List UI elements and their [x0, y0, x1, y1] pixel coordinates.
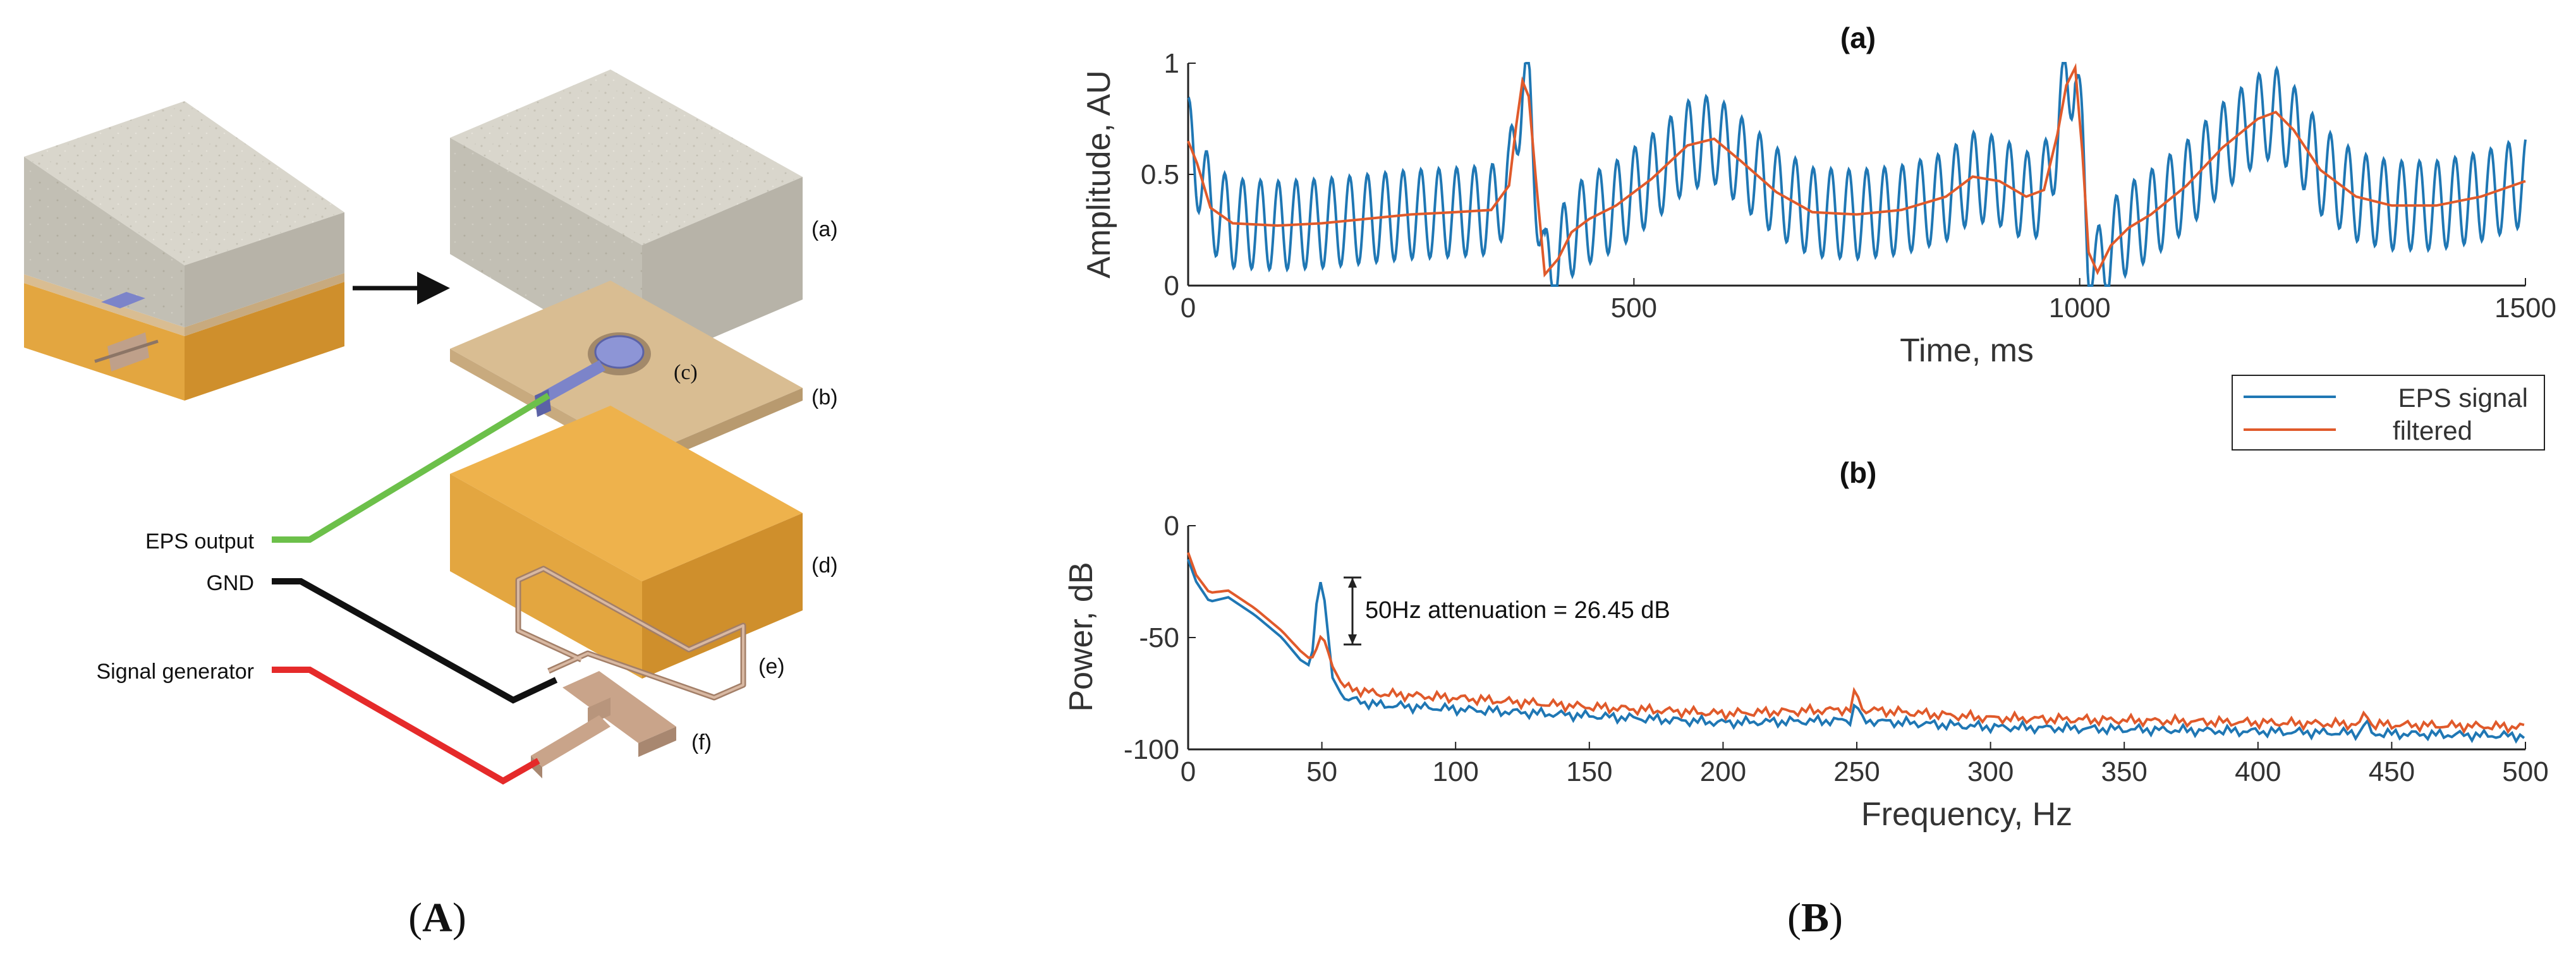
chart-a-ylabel: Amplitude, AU — [1081, 70, 1117, 279]
label-layer-b: (b) — [811, 385, 838, 409]
label-layer-c: (c) — [674, 361, 698, 384]
assembled-top-face — [24, 101, 344, 265]
explode-arrow — [353, 272, 450, 305]
chart-b-x-tick-label: 0 — [1181, 756, 1196, 787]
chart-b-x-tick-label: 500 — [2502, 756, 2548, 787]
chart-a-x-tick-label: 500 — [1611, 293, 1657, 324]
attenuation-marker — [1344, 576, 1361, 646]
chart-b-series-eps-signal — [1187, 559, 2525, 744]
chart-b-x-tick-label: 250 — [1833, 756, 1880, 787]
wire-gnd — [272, 578, 558, 704]
chart-a-x-tick-label: 1000 — [2049, 293, 2111, 324]
legend-eps-label: EPS signal — [2398, 383, 2528, 413]
electrode-disc — [594, 335, 645, 369]
panel-a-diagram: EPS output GND Signal generator (a) (b) … — [24, 70, 838, 941]
legend-box — [2232, 375, 2545, 451]
chart-b-x-tick-label: 150 — [1566, 756, 1612, 787]
chart-a-series — [1187, 62, 2527, 287]
legend-filtered-label: filtered — [2393, 416, 2472, 445]
label-layer-a: (a) — [811, 217, 838, 241]
label-layer-d: (d) — [811, 554, 838, 578]
chart-b-x-tick-label: 300 — [1967, 756, 2014, 787]
chart-b-x-tick-label: 100 — [1432, 756, 1478, 787]
chart-b-x-tick-label: 50 — [1306, 756, 1337, 787]
attenuation-annotation: 50Hz attenuation = 26.45 dB — [1365, 597, 1670, 624]
chart-b-x-tick-label: 450 — [2369, 756, 2415, 787]
electrode-track — [542, 360, 605, 402]
panel-a-caption: (A) — [408, 895, 466, 941]
layer-c-electrode — [535, 332, 651, 417]
assembled-bottom-side — [185, 282, 344, 401]
panel-b-caption: (B) — [1787, 895, 1843, 941]
assembled-top-front — [24, 157, 185, 327]
chart-a-series-eps-signal — [1187, 62, 2527, 287]
chart-b-x-tick-label: 400 — [2235, 756, 2281, 787]
legend: EPS signal filtered — [2232, 375, 2545, 451]
chart-a-y-tick-label: 0 — [1164, 270, 1179, 301]
layer-d-bottom-block — [450, 406, 803, 679]
chart-a-x-tick-label: 0 — [1181, 293, 1196, 324]
layer-f-t-connector — [531, 671, 676, 778]
chart-a-title: (a) — [1840, 21, 1876, 54]
chart-b-spectrum: (b) 0 50 100 150 200 250 300 350 400 450 500 0 -50 -1… — [1063, 456, 2549, 833]
assembled-middle-side — [185, 273, 344, 336]
chart-b-xlabel: Frequency, Hz — [1861, 796, 2072, 833]
wire-eps-output — [272, 392, 550, 543]
label-layer-e: (e) — [758, 655, 785, 679]
chart-b-title: (b) — [1840, 456, 1877, 489]
chart-b-series — [1187, 552, 2525, 744]
assembled-top-side — [185, 212, 344, 327]
chart-b-y-tick-label: -100 — [1124, 734, 1179, 765]
assembled-sensor — [24, 101, 344, 401]
chart-a-y-tick-label: 1 — [1164, 48, 1179, 79]
chart-b-x-tick-label: 200 — [1700, 756, 1746, 787]
chart-b-axes: 0 50 100 150 200 250 300 350 400 450 500 0 -50 -100 — [1124, 511, 2549, 787]
label-eps-output: EPS output — [145, 529, 255, 554]
label-gnd: GND — [206, 571, 254, 595]
assembled-middle-front — [24, 274, 185, 336]
chart-b-series-filtered — [1187, 552, 2525, 735]
label-layer-f: (f) — [691, 730, 712, 754]
assembled-electrode-stub — [101, 292, 145, 308]
label-signal-generator: Signal generator — [96, 660, 254, 684]
chart-a-time-domain: (a) 0 500 1000 1500 0 0.5 1 Time, ms Amplitude… — [1081, 21, 2556, 369]
chart-a-axes: 0 500 1000 1500 0 0.5 1 — [1141, 48, 2556, 324]
chart-a-y-tick-label: 0.5 — [1141, 159, 1179, 190]
chart-b-ylabel: Power, dB — [1063, 562, 1100, 711]
chart-a-xlabel: Time, ms — [1900, 332, 2034, 369]
assembled-bottom-front — [24, 283, 185, 401]
wire-signal-generator — [272, 667, 540, 785]
chart-b-y-tick-label: -50 — [1139, 622, 1179, 653]
chart-a-series-filtered — [1187, 63, 2526, 278]
chart-b-y-tick-label: 0 — [1164, 511, 1179, 541]
chart-b-x-tick-label: 350 — [2101, 756, 2147, 787]
chart-a-x-tick-label: 1500 — [2494, 293, 2556, 324]
